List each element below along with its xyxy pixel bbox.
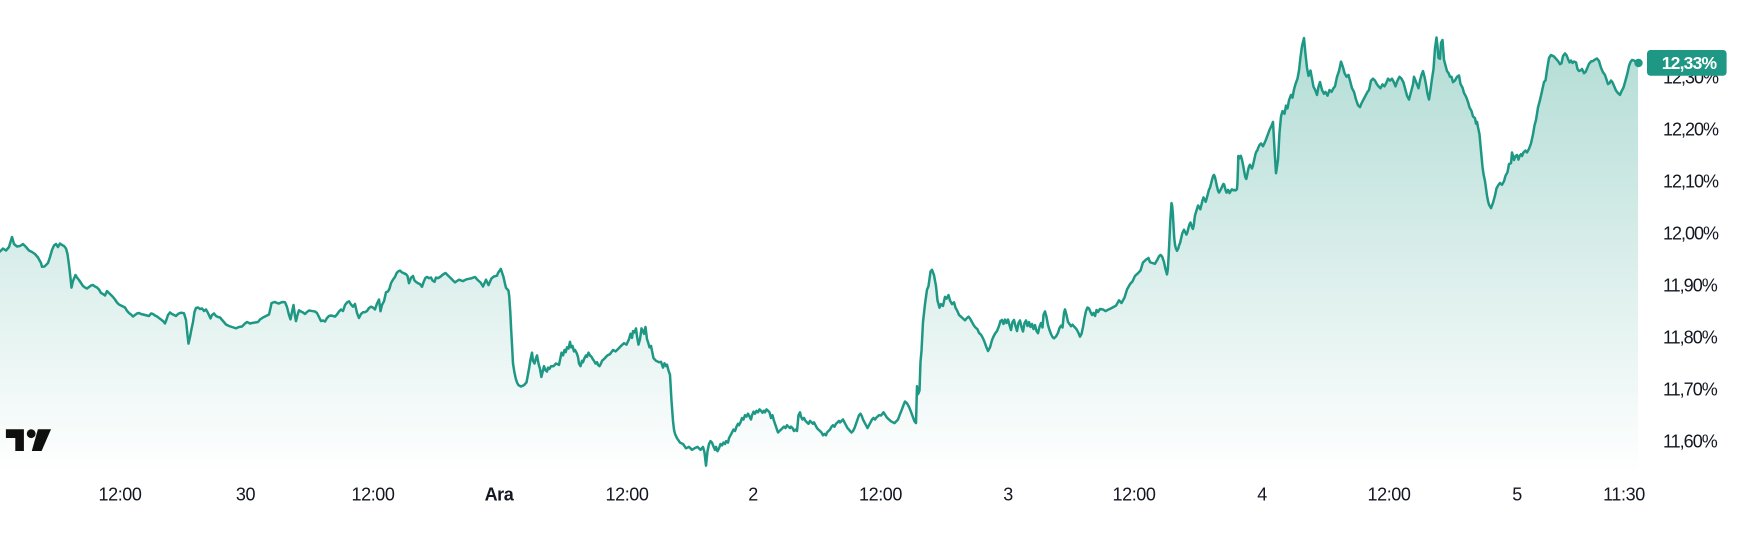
svg-text:11,80%: 11,80% bbox=[1663, 328, 1718, 348]
svg-text:11,70%: 11,70% bbox=[1663, 380, 1718, 400]
svg-text:11,90%: 11,90% bbox=[1663, 275, 1718, 295]
svg-text:12,10%: 12,10% bbox=[1663, 171, 1719, 191]
svg-text:3: 3 bbox=[1003, 485, 1013, 505]
svg-text:12,20%: 12,20% bbox=[1663, 119, 1719, 139]
svg-text:12:00: 12:00 bbox=[859, 485, 902, 505]
svg-text:12:00: 12:00 bbox=[1367, 485, 1410, 505]
svg-text:12:00: 12:00 bbox=[98, 485, 141, 505]
svg-text:12:00: 12:00 bbox=[351, 485, 394, 505]
svg-text:Ara: Ara bbox=[485, 485, 515, 505]
svg-text:12,00%: 12,00% bbox=[1663, 223, 1719, 243]
svg-text:12:00: 12:00 bbox=[605, 485, 648, 505]
svg-text:2: 2 bbox=[748, 485, 758, 505]
svg-text:5: 5 bbox=[1512, 485, 1522, 505]
svg-text:12:00: 12:00 bbox=[1112, 485, 1155, 505]
svg-text:4: 4 bbox=[1257, 485, 1267, 505]
svg-text:12,33%: 12,33% bbox=[1662, 53, 1718, 73]
svg-text:11:30: 11:30 bbox=[1603, 485, 1645, 505]
svg-text:30: 30 bbox=[236, 485, 256, 505]
svg-text:11,60%: 11,60% bbox=[1663, 432, 1718, 452]
